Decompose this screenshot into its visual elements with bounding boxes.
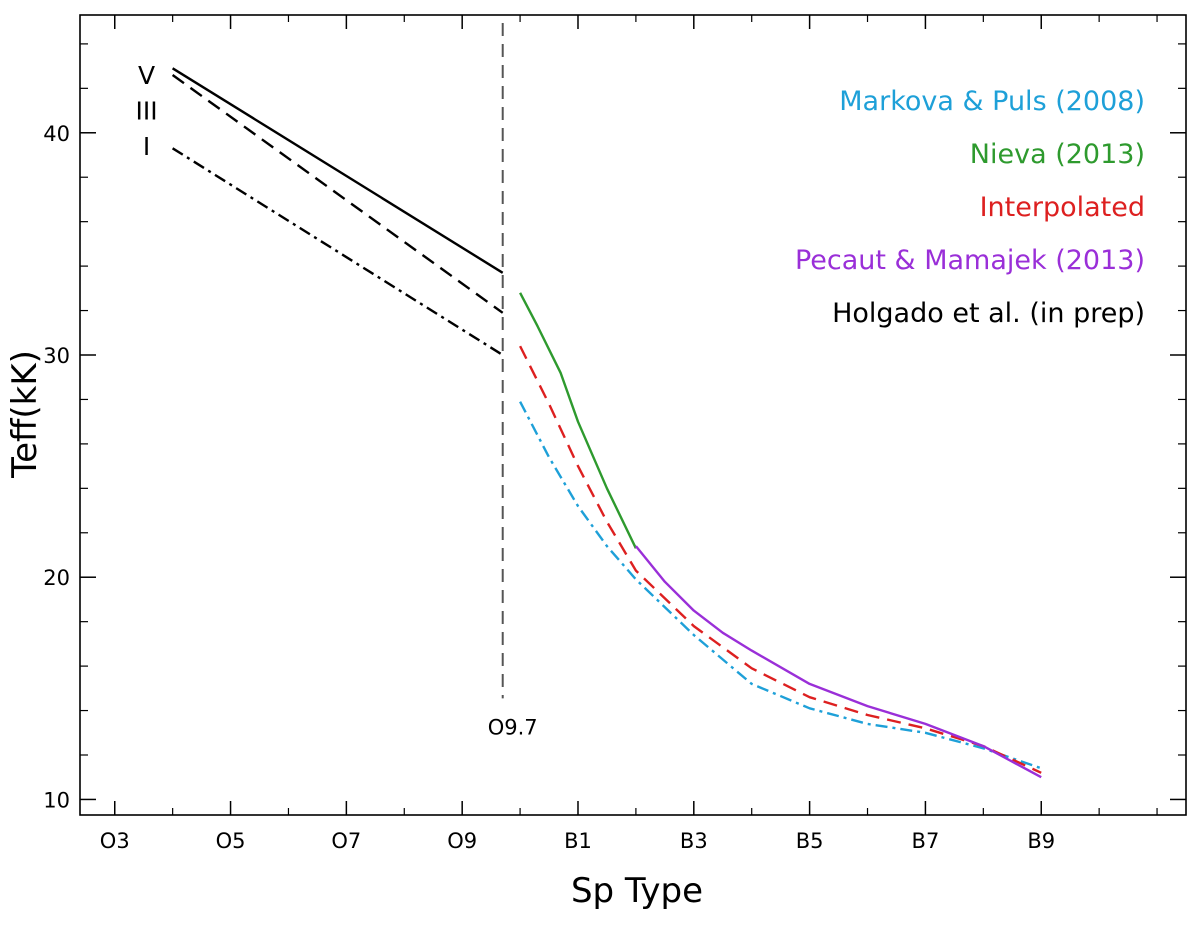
x-tick-label: B7 [912, 829, 940, 853]
series-line-pecaut-mamajek-2013 [634, 545, 1042, 779]
o97-divider-label: O9.7 [488, 715, 538, 739]
class-label: V [138, 61, 155, 90]
x-tick-label: O5 [216, 829, 246, 853]
series-line-holgado-et-al-in-prep [171, 67, 504, 274]
class-label: I [143, 132, 150, 161]
x-tick-label: B3 [680, 829, 708, 853]
series-line-nieva-2013 [519, 292, 637, 549]
legend-entry: Pecaut & Mamajek (2013) [795, 245, 1145, 276]
x-tick-label: B9 [1027, 829, 1055, 853]
y-tick-label: 30 [43, 344, 70, 368]
x-tick-label: O9 [447, 829, 477, 853]
series-lines [171, 67, 1042, 779]
series-line-interpolated [519, 345, 1042, 774]
x-tick-label: O3 [100, 829, 130, 853]
plot-frame [79, 14, 1187, 816]
y-axis-title: Teff(kK) [5, 350, 45, 479]
series-line-holgado-et-al-in-prep-iii [171, 74, 504, 314]
legend: Markova & Puls (2008) Nieva (2013) Interpo… [795, 86, 1145, 329]
series-line-markova-puls-2008 [519, 401, 1042, 770]
series-line-holgado-et-al-in-prep-i [171, 147, 504, 357]
x-tick-label: O7 [331, 829, 361, 853]
class-label: III [136, 97, 158, 126]
x-tick-label: B1 [564, 829, 592, 853]
x-tick-label: B5 [796, 829, 824, 853]
axis-ticks [80, 15, 1186, 815]
y-tick-label: 40 [43, 122, 70, 146]
legend-entry: Markova & Puls (2008) [839, 86, 1145, 117]
tick-labels: O3 O5 O7 O9 B1 B3 B5 B7 B9 10 20 30 40 [43, 122, 1055, 853]
x-axis-title: Sp Type [571, 871, 703, 911]
y-tick-label: 20 [43, 566, 70, 590]
legend-entry: Interpolated [980, 192, 1145, 223]
o97-divider: O9.7 [488, 23, 538, 739]
legend-entry: Nieva (2013) [970, 139, 1145, 170]
legend-entry: Holgado et al. (in prep) [832, 298, 1145, 329]
y-tick-label: 10 [43, 788, 70, 812]
